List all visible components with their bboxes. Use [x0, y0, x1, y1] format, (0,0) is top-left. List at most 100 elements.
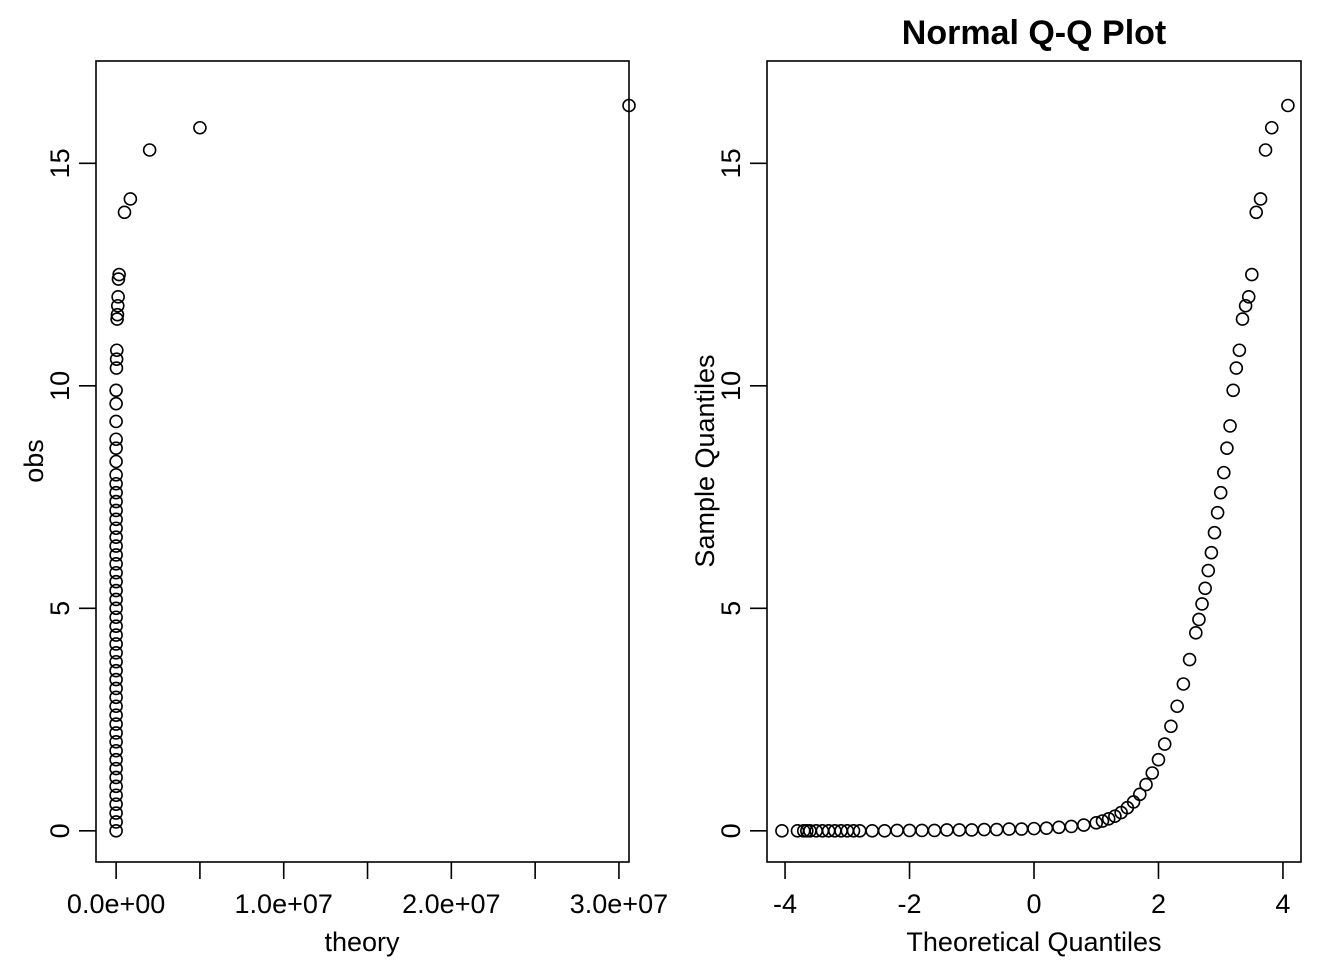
data-point	[109, 743, 123, 758]
data-points	[775, 98, 1295, 838]
data-point	[1182, 652, 1197, 667]
plot-frame	[766, 60, 1302, 863]
data-point	[1235, 312, 1250, 326]
data-point	[123, 192, 138, 206]
data-point	[1095, 814, 1110, 828]
data-point	[1164, 719, 1178, 734]
data-point	[109, 521, 123, 536]
y-axis-label: obs	[19, 439, 49, 483]
data-point	[1176, 677, 1191, 691]
data-point	[117, 205, 132, 220]
data-point	[1157, 737, 1172, 751]
normal-qq-plot-panel: Normal Q-Q Plot Theoretical Quantiles Sa…	[690, 14, 1302, 957]
y-tick-label: 0	[716, 823, 746, 838]
data-point	[890, 823, 904, 838]
x-tick-label: 4	[1275, 889, 1290, 919]
data-point	[109, 592, 123, 607]
x-axis-label: Theoretical Quantiles	[906, 927, 1161, 957]
x-axis-label: theory	[324, 927, 400, 957]
data-point	[1223, 419, 1237, 433]
data-point	[1213, 485, 1228, 500]
x-tick-label: 0	[1026, 889, 1041, 919]
data-point	[1207, 525, 1222, 540]
data-point	[109, 494, 123, 509]
y-tick-label: 5	[716, 601, 746, 616]
data-point	[989, 822, 1004, 837]
data-point	[109, 779, 123, 794]
data-point	[1220, 441, 1234, 455]
data-point	[1170, 699, 1184, 714]
chart-title: Normal Q-Q Plot	[902, 14, 1166, 52]
y-axis-label: Sample Quantiles	[690, 354, 720, 567]
data-point	[109, 797, 123, 811]
data-point	[1089, 816, 1104, 830]
data-point	[109, 352, 124, 366]
data-point	[846, 824, 861, 838]
data-point	[1238, 298, 1253, 313]
data-point	[1253, 192, 1268, 206]
data-point	[1245, 267, 1259, 282]
data-point	[927, 823, 942, 838]
data-point	[1204, 545, 1219, 560]
data-point	[1039, 821, 1054, 835]
data-point	[109, 788, 123, 803]
data-point	[109, 815, 123, 829]
data-point	[1145, 766, 1160, 780]
data-point	[109, 824, 123, 838]
data-point	[110, 307, 125, 322]
data-points	[109, 98, 636, 838]
y-tick-label: 0	[45, 823, 75, 838]
data-point	[1014, 822, 1029, 836]
data-point	[109, 619, 123, 633]
data-point	[109, 468, 123, 482]
data-point	[109, 539, 123, 553]
data-point	[109, 530, 123, 544]
data-point	[109, 565, 123, 580]
data-point	[109, 610, 123, 625]
data-point	[110, 312, 124, 326]
data-point	[1264, 120, 1279, 135]
data-point	[940, 823, 954, 837]
y-axis-ticks: 0 5 10 15	[45, 148, 96, 838]
data-point	[109, 503, 123, 518]
data-point	[109, 699, 123, 714]
data-point	[109, 574, 123, 589]
data-point	[109, 761, 123, 776]
scatter-panel-theory-vs-obs: theory obs 0.0e+00 1.0e+07 2.0e+07 3.0e+07 …	[19, 60, 668, 957]
data-point	[977, 822, 992, 837]
data-point	[109, 681, 123, 696]
data-point	[1192, 612, 1206, 627]
data-point	[1210, 505, 1225, 520]
data-point	[109, 672, 123, 687]
data-point	[109, 361, 124, 375]
data-point	[109, 583, 123, 598]
data-point	[109, 646, 123, 660]
data-point	[109, 548, 123, 562]
data-point	[109, 770, 123, 785]
data-point	[111, 272, 126, 286]
data-point	[1217, 465, 1231, 480]
x-axis-ticks: 0.0e+00 1.0e+07 2.0e+07 3.0e+07	[67, 862, 668, 919]
data-point	[109, 806, 123, 820]
y-tick-label: 10	[45, 371, 75, 401]
data-point	[110, 298, 125, 313]
data-point	[1052, 820, 1066, 835]
data-point	[1189, 626, 1203, 640]
data-point	[109, 512, 123, 527]
data-point	[109, 637, 123, 651]
y-tick-label: 5	[45, 601, 75, 616]
data-point	[109, 654, 123, 669]
data-point	[109, 735, 123, 749]
data-point	[109, 476, 123, 491]
x-tick-label: 2.0e+07	[402, 889, 500, 919]
data-point	[1195, 597, 1209, 611]
data-point	[1076, 818, 1091, 832]
data-point	[1133, 787, 1147, 802]
plot-frame	[95, 60, 630, 863]
y-tick-label: 15	[716, 148, 746, 178]
data-point	[1027, 821, 1041, 836]
data-point	[902, 823, 917, 838]
x-tick-label: 3.0e+07	[570, 889, 668, 919]
data-point	[1101, 812, 1116, 826]
